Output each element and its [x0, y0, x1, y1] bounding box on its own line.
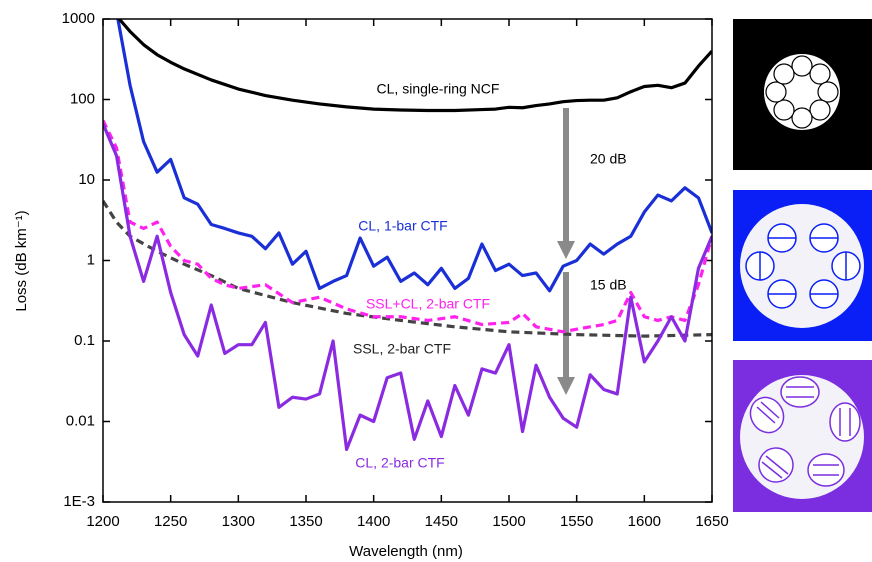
x-tick-label: 1500 [492, 513, 525, 530]
series-label: SSL+CL, 2-bar CTF [366, 296, 490, 312]
x-tick-label: 1300 [222, 513, 255, 530]
x-tick-label: 1650 [695, 513, 728, 530]
y-tick-label: 1 [87, 251, 95, 268]
y-tick-label: 10 [78, 171, 95, 188]
fiber-image-1bar [733, 190, 872, 341]
x-tick-label: 1350 [289, 513, 322, 530]
series-label: SSL, 2-bar CTF [353, 341, 451, 357]
plot-frame [102, 18, 713, 503]
series-line [118, 19, 712, 113]
series-label: CL, 1-bar CTF [358, 218, 447, 234]
y-axis-label: Loss (dB km⁻¹) [13, 210, 30, 311]
x-tick-label: 1450 [425, 513, 458, 530]
fiber-image-ncf [733, 19, 872, 170]
series-line [103, 200, 712, 338]
x-tick-label: 1600 [628, 513, 661, 530]
series-label: CL, 2-bar CTF [355, 455, 444, 471]
series-line [103, 119, 712, 334]
y-tick-label: 0.01 [66, 412, 95, 429]
series-line [103, 123, 712, 452]
fiber-image-2bar [733, 360, 872, 512]
x-tick-label: 1250 [154, 513, 187, 530]
plot-area: 1E-3 0.01 0.1 1 10 100 1000 1200 1250 1300 1350 140… [62, 10, 729, 530]
series-line [116, 19, 712, 293]
y-tick-label: 1000 [62, 10, 95, 27]
x-axis-label: Wavelength (nm) [349, 543, 463, 560]
x-tick-label: 1550 [560, 513, 593, 530]
y-tick-label: 1E-3 [63, 493, 95, 510]
annotation: 20 dB [590, 151, 627, 167]
series-label: CL, single-ring NCF [377, 81, 500, 97]
x-tick-label: 1200 [86, 513, 119, 530]
x-tick-label: 1400 [357, 513, 390, 530]
y-tick-label: 100 [70, 90, 95, 107]
y-tick-label: 0.1 [74, 332, 95, 349]
annotation: 15 dB [590, 277, 627, 293]
